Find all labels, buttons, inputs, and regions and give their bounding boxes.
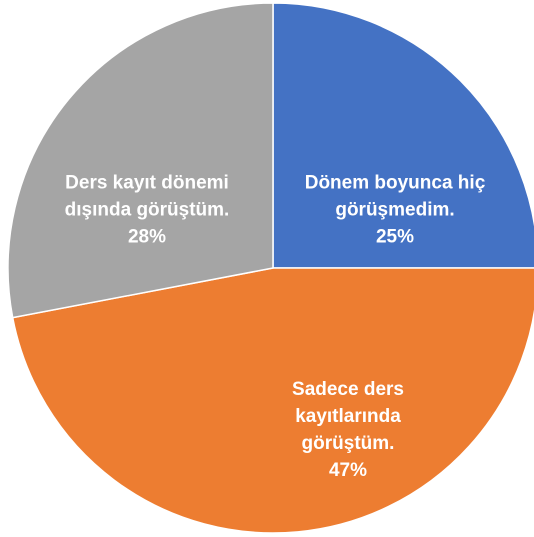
pie-slice <box>7 2 274 319</box>
slice-label: Dönem boyunca hiç görüşmedim. 25% <box>280 170 510 251</box>
slice-label: Sadece ders kayıtlarında görüştüm. 47% <box>273 376 423 484</box>
pie-slice <box>272 2 534 269</box>
value-label: 28% <box>127 226 167 248</box>
value-label: 47% <box>328 460 368 481</box>
slice-label: Ders kayıt dönemi dışında görüştüm. 28% <box>32 170 262 251</box>
category-label: Ders kayıt dönemi dışında görüştüm. <box>64 172 230 221</box>
category-label: Sadece ders kayıtlarında görüştüm. <box>292 379 404 454</box>
value-label: 25% <box>375 226 415 248</box>
pie-slice <box>11 267 534 534</box>
category-label: Dönem boyunca hiç görüşmedim. <box>304 172 486 221</box>
